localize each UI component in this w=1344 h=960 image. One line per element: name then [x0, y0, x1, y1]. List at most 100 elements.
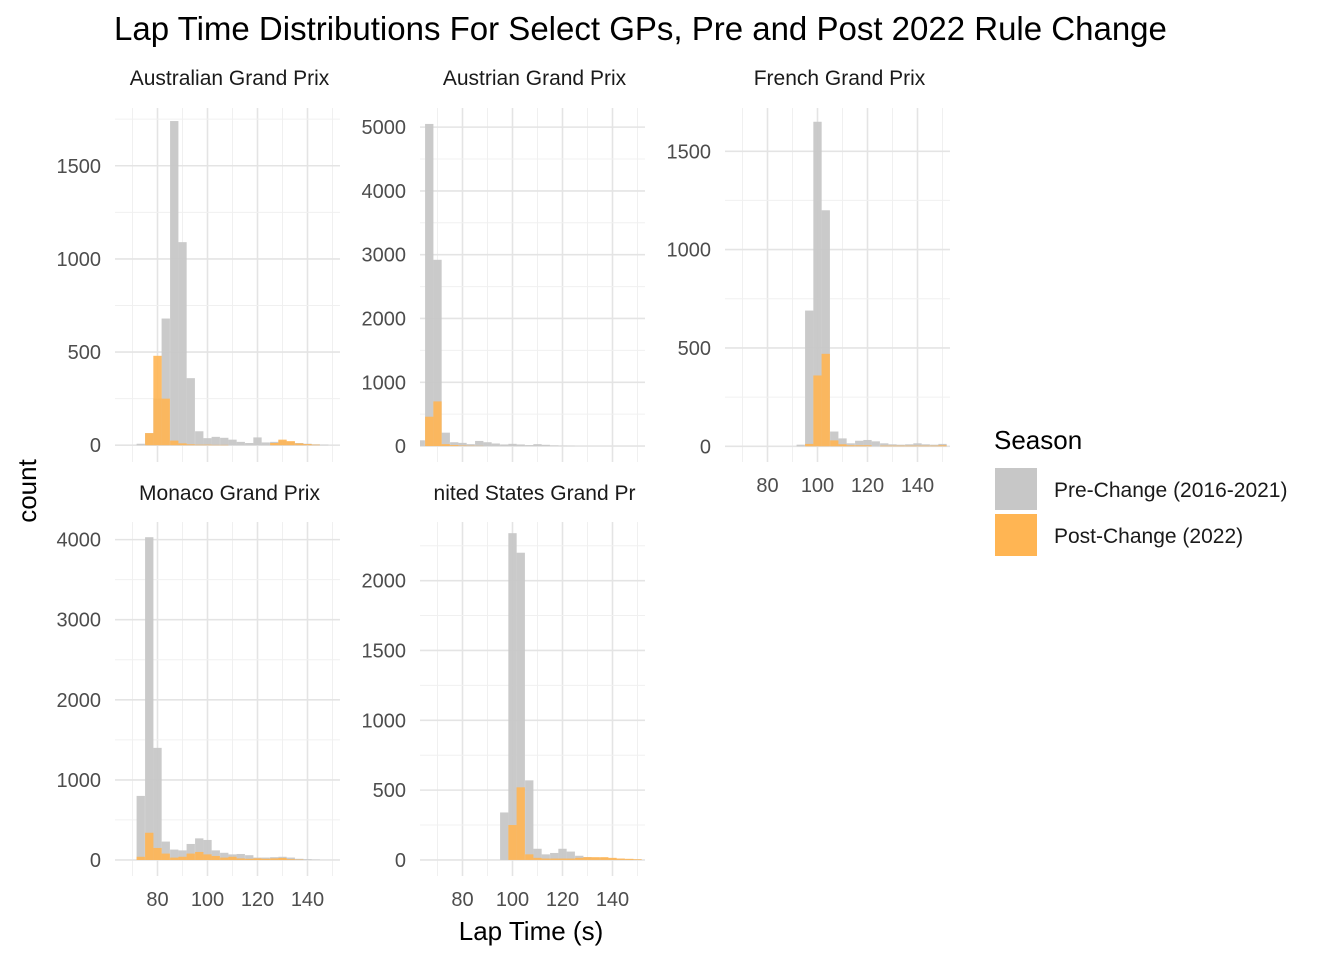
bar-post-change: [186, 444, 195, 446]
bar-pre-change: [303, 859, 312, 860]
facet-strip-label: Australian Grand Prix: [130, 67, 330, 90]
bar-pre-change: [195, 431, 204, 446]
bar-post-change: [195, 444, 204, 446]
y-tick-label: 1500: [667, 141, 712, 163]
bar-post-change: [805, 443, 814, 447]
legend: Season Pre-Change (2016-2021) Post-Chang…: [994, 425, 1287, 556]
bar-post-change: [441, 444, 450, 447]
bar-pre-change: [483, 442, 492, 447]
bar-post-change: [186, 853, 195, 860]
histogram-bars: [500, 533, 642, 860]
bar-post-change: [261, 858, 270, 860]
bar-pre-change: [170, 121, 179, 446]
legend-label-pre-change: Pre-Change (2016-2021): [1054, 479, 1287, 502]
bar-pre-change: [441, 432, 450, 447]
bar-pre-change: [320, 444, 329, 446]
bar-post-change: [566, 858, 575, 860]
bar-pre-change: [896, 444, 905, 447]
y-tick-label: 2000: [57, 690, 102, 712]
bar-pre-change: [203, 839, 212, 860]
bar-post-change: [170, 857, 179, 860]
y-tick-label: 0: [395, 850, 406, 872]
bar-pre-change: [888, 444, 897, 447]
bar-pre-change: [286, 857, 295, 860]
bar-post-change: [508, 825, 517, 860]
bar-post-change: [855, 445, 864, 447]
bar-pre-change: [228, 439, 237, 446]
bar-post-change: [161, 853, 170, 860]
bar-pre-change: [830, 431, 839, 447]
bar-pre-change: [203, 438, 212, 446]
y-tick-label: 1000: [667, 240, 712, 262]
bar-pre-change: [508, 443, 517, 447]
bar-post-change: [245, 858, 254, 860]
bar-pre-change: [880, 443, 889, 447]
bar-pre-change: [525, 445, 534, 447]
bar-pre-change: [541, 444, 550, 447]
legend-key-pre-change: [995, 468, 1037, 510]
bar-post-change: [575, 857, 584, 860]
gridlines: [725, 108, 950, 462]
facet-panel: Austrian Grand Prix 0 1000 2000 3000 4000 5000: [362, 67, 645, 462]
bar-pre-change: [863, 439, 872, 447]
bar-pre-change: [533, 848, 542, 860]
bar-post-change: [458, 445, 467, 447]
bar-post-change: [450, 445, 459, 447]
facet-strip-label: French Grand Prix: [754, 67, 926, 90]
bar-post-change: [170, 440, 179, 446]
bar-post-change: [195, 851, 204, 860]
facet-strip-label: Monaco Grand Prix: [139, 482, 320, 505]
bar-pre-change: [211, 436, 220, 446]
x-tick-label: 100: [191, 889, 224, 911]
bar-pre-change: [136, 443, 145, 446]
bar-post-change: [863, 445, 872, 447]
chart-title: Lap Time Distributions For Select GPs, P…: [114, 10, 1167, 47]
bar-pre-change: [178, 850, 187, 860]
y-tick-label: 2000: [362, 571, 407, 593]
bar-pre-change: [821, 210, 830, 447]
facet-strip-label: Austrian Grand Prix: [443, 67, 627, 90]
bar-post-change: [311, 444, 320, 446]
x-tick-label: 120: [241, 889, 274, 911]
gridlines: [115, 108, 340, 462]
bar-post-change: [608, 857, 617, 860]
bar-post-change: [425, 416, 434, 447]
bar-post-change: [583, 857, 592, 860]
bar-pre-change: [913, 443, 922, 447]
bar-pre-change: [500, 812, 509, 860]
bar-post-change: [220, 857, 229, 860]
bar-post-change: [938, 445, 947, 447]
bar-post-change: [278, 439, 287, 446]
bar-pre-change: [245, 855, 254, 860]
bar-pre-change: [930, 444, 939, 447]
y-tick-label: 4000: [57, 530, 102, 552]
y-tick-label: 3000: [57, 610, 102, 632]
bar-post-change: [921, 445, 930, 447]
bar-post-change: [270, 858, 279, 860]
y-tick-label: 1000: [362, 372, 407, 394]
bar-pre-change: [491, 443, 500, 447]
bar-post-change: [541, 858, 550, 860]
bar-pre-change: [921, 444, 930, 447]
legend-key-post-change: [995, 514, 1037, 556]
bar-pre-change: [153, 747, 162, 860]
bar-pre-change: [500, 444, 509, 447]
legend-label-post-change: Post-Change (2022): [1054, 525, 1243, 548]
bar-pre-change: [433, 259, 442, 447]
bar-post-change: [236, 858, 245, 860]
bar-post-change: [888, 445, 897, 447]
y-tick-label: 1000: [362, 710, 407, 732]
bar-post-change: [228, 856, 237, 860]
y-tick-label: 0: [90, 850, 101, 872]
bar-post-change: [633, 859, 642, 860]
bar-pre-change: [195, 838, 204, 860]
x-tick-label: 100: [801, 475, 834, 497]
bar-post-change: [830, 440, 839, 447]
bar-post-change: [286, 859, 295, 860]
bar-pre-change: [425, 123, 434, 447]
bar-pre-change: [295, 858, 304, 860]
x-tick-label: 100: [496, 889, 529, 911]
bar-pre-change: [458, 442, 467, 447]
bar-pre-change: [161, 841, 170, 860]
